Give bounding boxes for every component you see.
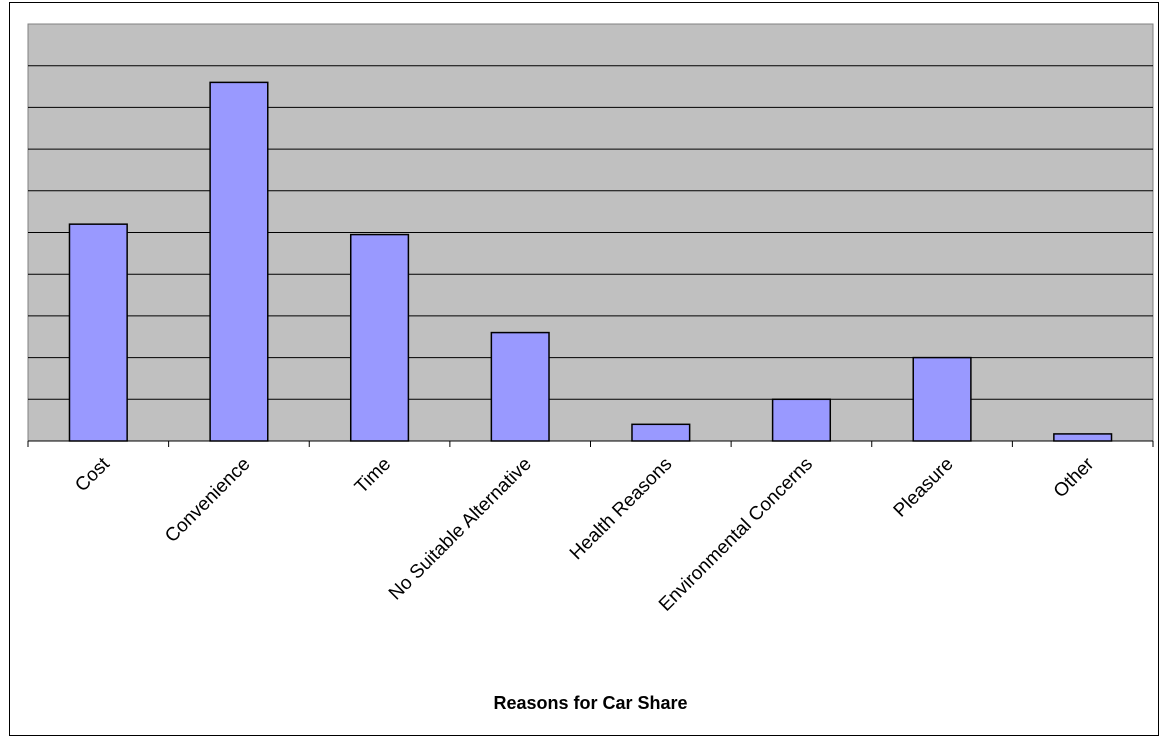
x-tick-marks bbox=[27, 441, 1154, 447]
x-tick-label: Convenience bbox=[161, 454, 254, 547]
bars bbox=[68, 81, 1113, 442]
x-tick-label: Other bbox=[1050, 453, 1099, 502]
x-axis-title: Reasons for Car Share bbox=[493, 693, 687, 713]
x-tick-label: Pleasure bbox=[890, 454, 958, 522]
bar-pleasure bbox=[912, 356, 972, 442]
bar-time bbox=[349, 233, 410, 442]
x-tick-label: No Suitable Alternative bbox=[385, 454, 536, 605]
bar-convenience bbox=[209, 81, 269, 442]
bar-health-reasons bbox=[631, 423, 691, 442]
chart-frame: Cost Convenience Time No Suitable Alternati… bbox=[9, 2, 1159, 736]
bar-cost bbox=[68, 223, 128, 442]
x-tick-label: Environmental Concerns bbox=[655, 454, 817, 616]
x-tick-label: Time bbox=[351, 454, 395, 498]
x-tick-label: Cost bbox=[71, 453, 114, 496]
bar-no-suitable-alternative bbox=[490, 331, 550, 442]
bar-environmental-concerns bbox=[771, 398, 832, 442]
x-tick-label: Health Reasons bbox=[566, 454, 676, 564]
bar-other bbox=[1053, 433, 1113, 442]
